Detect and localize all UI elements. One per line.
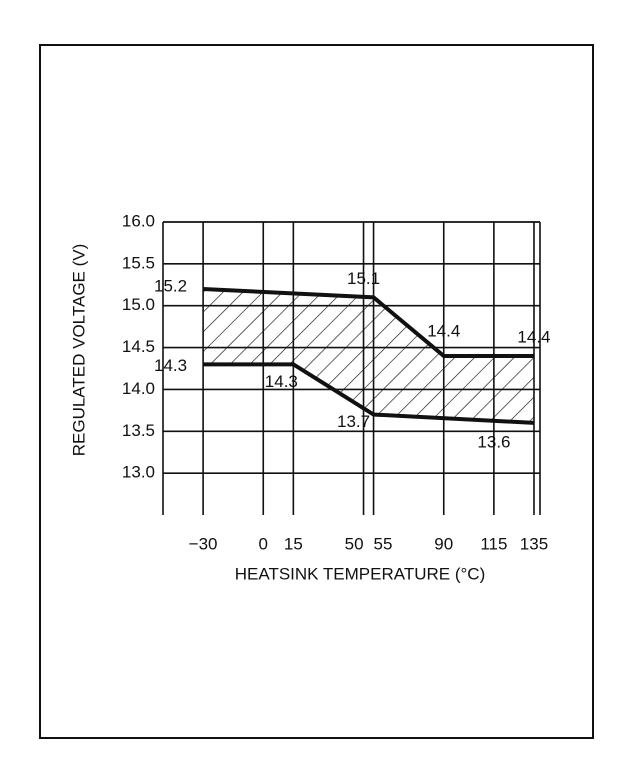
frame [39,44,594,739]
data-label: 13.7 [337,412,370,431]
data-label: 14.3 [265,372,298,391]
data-label: 14.4 [427,321,460,340]
data-label: 15.1 [347,269,380,288]
series-line [203,362,535,425]
y-tick-label: 14.0 [122,379,155,398]
x-tick-label: 0 [259,534,268,553]
series-line [203,286,534,358]
x-tick-label: 50 [345,534,364,553]
x-tick-label: 90 [434,534,453,553]
x-tick-label: 55 [374,534,393,553]
y-tick-label: 13.0 [122,463,155,482]
data-label: 15.2 [154,276,187,295]
y-axis-label: REGULATED VOLTAGE (V) [69,244,88,457]
y-tick-label: 16.0 [122,211,155,230]
x-tick-label: 115 [480,534,507,553]
x-axis-label: HEATSINK TEMPERATURE (°C) [235,564,485,583]
y-tick-label: 15.0 [122,295,155,314]
x-tick-label: −30 [189,534,218,553]
y-tick-label: 15.5 [122,253,155,272]
y-tick-label: 13.5 [122,421,155,440]
x-tick-label: 135 [520,534,548,553]
data-label: 13.6 [477,432,510,451]
y-tick-label: 14.5 [122,337,155,356]
x-tick-label: 15 [284,534,303,553]
data-label: 14.4 [517,327,550,346]
data-label: 14.3 [154,356,187,375]
